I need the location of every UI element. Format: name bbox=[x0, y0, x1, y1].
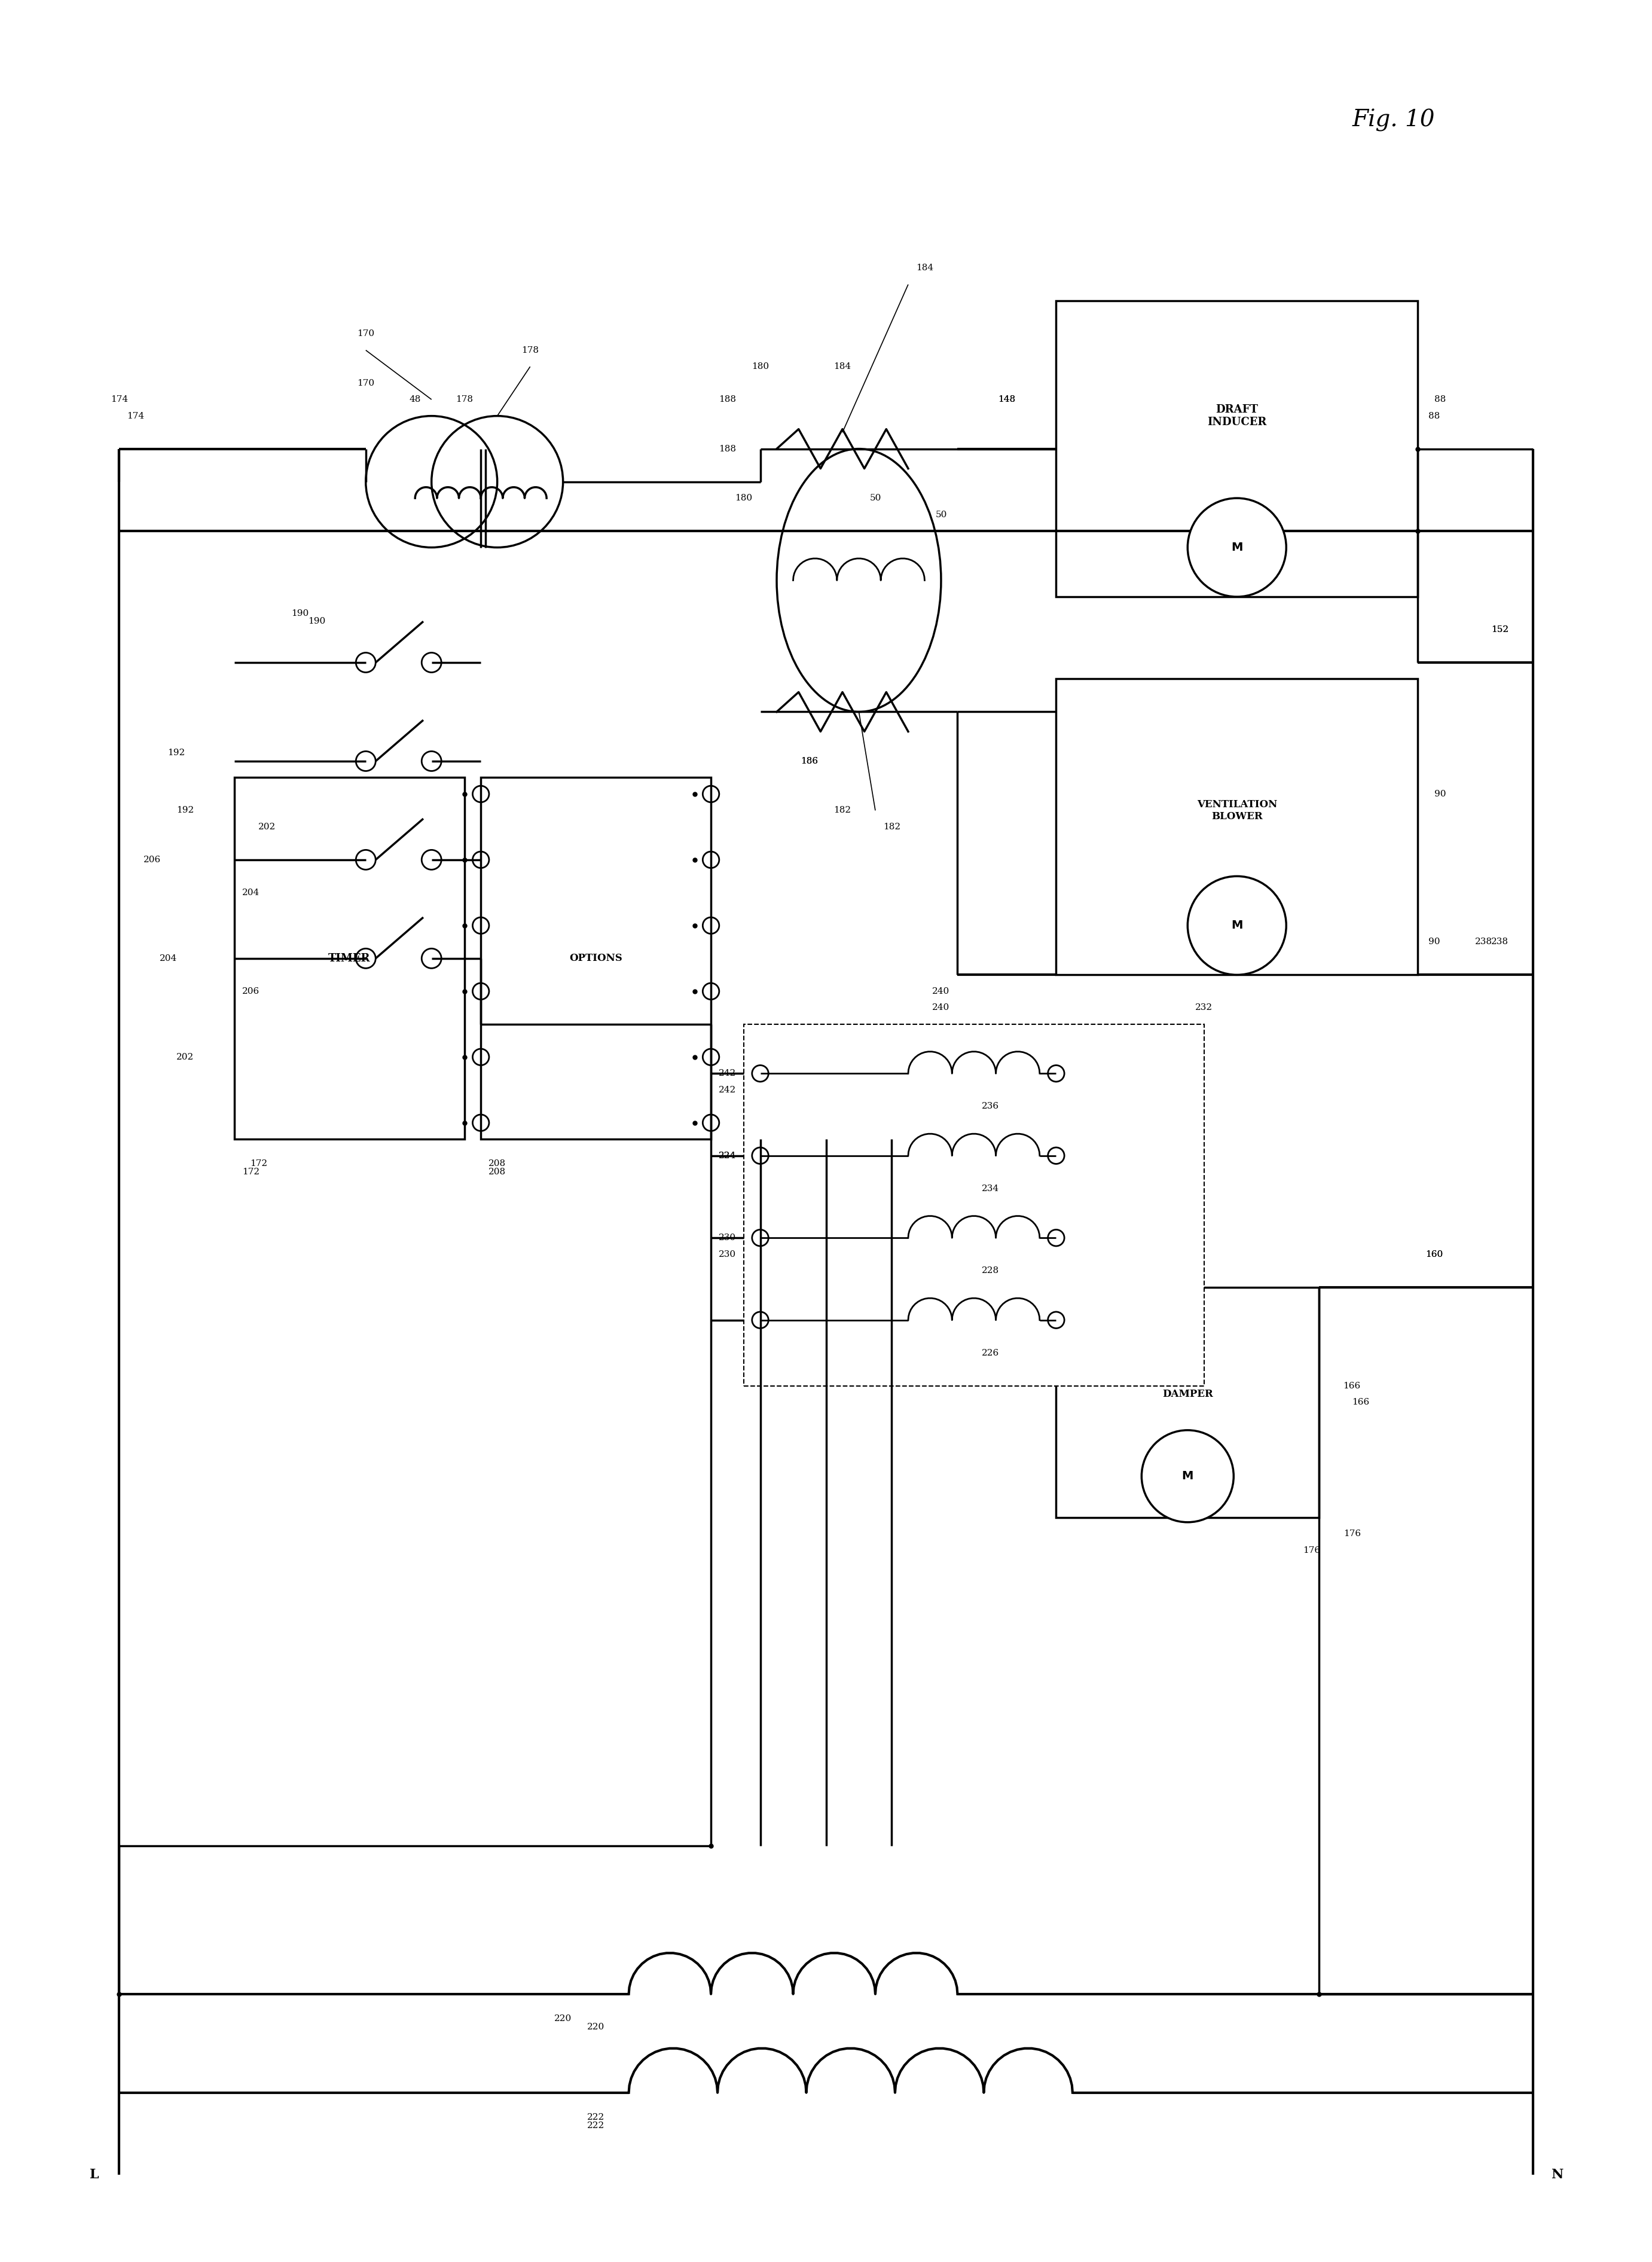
Text: 90: 90 bbox=[1434, 789, 1446, 798]
Text: 184: 184 bbox=[834, 362, 851, 371]
Bar bbox=[1056, 679, 1417, 975]
Text: 224: 224 bbox=[719, 1151, 737, 1160]
Text: TIMER: TIMER bbox=[329, 952, 370, 964]
Bar bbox=[481, 778, 710, 1140]
Text: 190: 190 bbox=[291, 608, 309, 618]
Bar bbox=[1056, 1287, 1318, 1518]
Text: Fig. 10: Fig. 10 bbox=[1351, 109, 1436, 131]
Text: 188: 188 bbox=[719, 446, 737, 452]
Text: VENTILATION
BLOWER: VENTILATION BLOWER bbox=[1196, 798, 1277, 821]
Text: 220: 220 bbox=[586, 2022, 605, 2031]
Text: 48: 48 bbox=[410, 396, 421, 403]
Text: 238: 238 bbox=[1475, 939, 1492, 946]
Text: 180: 180 bbox=[752, 362, 768, 371]
Text: 178: 178 bbox=[522, 346, 539, 355]
Text: 170: 170 bbox=[357, 380, 375, 387]
Text: 176: 176 bbox=[1343, 1529, 1361, 1538]
Text: 228: 228 bbox=[981, 1267, 999, 1276]
Text: 240: 240 bbox=[932, 1004, 950, 1011]
Text: 90: 90 bbox=[1429, 939, 1441, 946]
Text: OPTIONS: OPTIONS bbox=[570, 952, 623, 964]
Text: 224: 224 bbox=[719, 1151, 737, 1160]
Text: 160: 160 bbox=[1426, 1251, 1442, 1258]
Text: 236: 236 bbox=[981, 1102, 999, 1111]
Text: 208: 208 bbox=[489, 1167, 506, 1176]
Text: 220: 220 bbox=[555, 2015, 572, 2022]
Text: 178: 178 bbox=[456, 396, 472, 403]
Text: 180: 180 bbox=[735, 493, 753, 502]
Text: DAMPER: DAMPER bbox=[1163, 1389, 1213, 1400]
Text: 152: 152 bbox=[1492, 627, 1508, 633]
Text: 202: 202 bbox=[177, 1052, 193, 1061]
Text: 242: 242 bbox=[719, 1086, 737, 1095]
Text: 184: 184 bbox=[915, 265, 933, 271]
Text: 230: 230 bbox=[719, 1233, 737, 1242]
Text: 192: 192 bbox=[177, 805, 193, 814]
Text: 174: 174 bbox=[127, 412, 144, 421]
Bar bbox=[235, 778, 464, 1140]
Text: 192: 192 bbox=[167, 749, 185, 758]
Text: 190: 190 bbox=[307, 618, 325, 627]
Text: 182: 182 bbox=[884, 823, 900, 830]
Text: 188: 188 bbox=[719, 396, 737, 403]
Text: M: M bbox=[1181, 1470, 1193, 1482]
Text: 152: 152 bbox=[1492, 627, 1508, 633]
Circle shape bbox=[1188, 875, 1287, 975]
Text: 238: 238 bbox=[1492, 939, 1508, 946]
Text: M: M bbox=[1231, 543, 1242, 554]
Text: 222: 222 bbox=[586, 2113, 605, 2122]
Text: 160: 160 bbox=[1426, 1251, 1442, 1258]
Text: 170: 170 bbox=[357, 330, 375, 337]
Text: 240: 240 bbox=[932, 986, 950, 995]
Circle shape bbox=[1142, 1430, 1234, 1522]
Text: M: M bbox=[1231, 921, 1242, 932]
Text: 206: 206 bbox=[241, 986, 259, 995]
Text: 50: 50 bbox=[935, 511, 947, 518]
Text: 182: 182 bbox=[834, 805, 851, 814]
Text: 166: 166 bbox=[1343, 1382, 1361, 1389]
Text: 50: 50 bbox=[869, 493, 881, 502]
Text: 222: 222 bbox=[586, 2122, 605, 2131]
Text: 88: 88 bbox=[1434, 396, 1446, 403]
Text: 204: 204 bbox=[241, 889, 259, 896]
Bar bbox=[743, 1025, 1204, 1387]
Text: 172: 172 bbox=[241, 1167, 259, 1176]
Text: 88: 88 bbox=[1429, 412, 1441, 421]
Text: N: N bbox=[1551, 2169, 1563, 2181]
Text: 148: 148 bbox=[998, 396, 1016, 403]
Text: 172: 172 bbox=[249, 1160, 268, 1167]
Text: 226: 226 bbox=[981, 1348, 999, 1357]
Text: DRAFT
INDUCER: DRAFT INDUCER bbox=[1208, 405, 1267, 428]
Text: L: L bbox=[89, 2169, 99, 2181]
Text: 234: 234 bbox=[981, 1185, 999, 1192]
Text: 186: 186 bbox=[801, 758, 818, 765]
Circle shape bbox=[1188, 498, 1287, 597]
Text: 204: 204 bbox=[160, 955, 177, 964]
Bar bbox=[1056, 301, 1417, 597]
Text: 208: 208 bbox=[489, 1160, 506, 1167]
Text: 230: 230 bbox=[719, 1251, 737, 1258]
Text: 166: 166 bbox=[1351, 1398, 1370, 1407]
Text: 176: 176 bbox=[1303, 1545, 1320, 1554]
Text: 186: 186 bbox=[801, 758, 818, 765]
Text: 148: 148 bbox=[998, 396, 1016, 403]
Text: 232: 232 bbox=[1196, 1004, 1213, 1011]
Text: 174: 174 bbox=[111, 396, 127, 403]
Text: 242: 242 bbox=[719, 1070, 737, 1077]
Text: 206: 206 bbox=[144, 855, 160, 864]
Text: 202: 202 bbox=[258, 823, 276, 830]
